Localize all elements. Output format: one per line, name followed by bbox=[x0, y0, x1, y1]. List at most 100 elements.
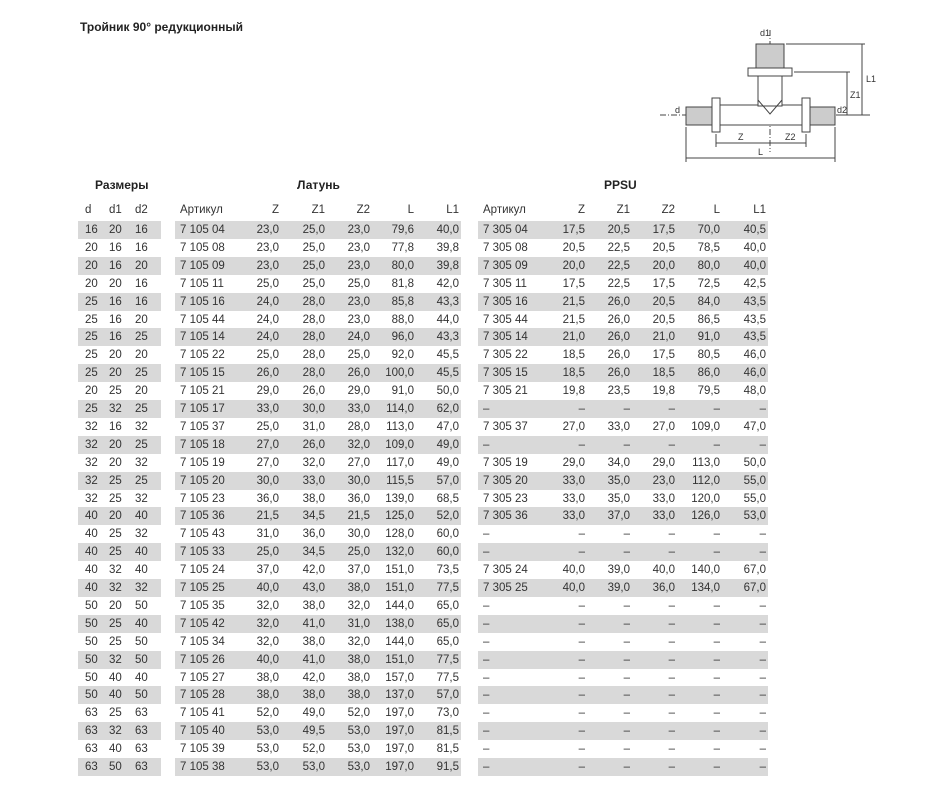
cell: 27,0 bbox=[562, 420, 585, 433]
cell: 7 105 11 bbox=[180, 277, 224, 290]
cell: – bbox=[578, 599, 585, 612]
cell: 25,0 bbox=[302, 277, 325, 290]
cell: 88,0 bbox=[391, 313, 414, 326]
cell: 32 bbox=[135, 420, 148, 433]
cell: 25,0 bbox=[302, 241, 325, 254]
cell: 23,0 bbox=[347, 241, 370, 254]
cell: 197,0 bbox=[385, 743, 414, 756]
cell: 25 bbox=[135, 331, 148, 344]
cell: – bbox=[759, 438, 766, 451]
table-row-ppsu: 7 305 15 18,5 26,0 18,5 86,0 46,0 bbox=[478, 364, 768, 383]
cell: 125,0 bbox=[385, 510, 414, 523]
cell: 120,0 bbox=[691, 492, 720, 505]
cell: 115,5 bbox=[386, 474, 414, 487]
cell: 7 305 16 bbox=[483, 295, 528, 308]
cell: 40 bbox=[135, 617, 148, 630]
cell: – bbox=[668, 761, 675, 773]
cell: – bbox=[668, 403, 675, 415]
cell: 22,5 bbox=[607, 277, 630, 290]
cell: 20 bbox=[109, 224, 122, 236]
table-row-brass: 7 105 22 25,0 28,0 25,0 92,0 45,5 bbox=[175, 346, 461, 364]
table-row-brass: 7 105 04 23,0 25,0 23,0 79,6 40,0 bbox=[175, 221, 461, 239]
cell: 36,0 bbox=[302, 528, 325, 541]
cell: 16 bbox=[135, 224, 148, 236]
cell: – bbox=[668, 689, 675, 702]
cell: 32 bbox=[109, 582, 122, 594]
cell: 109,0 bbox=[691, 420, 720, 433]
cell: 33,0 bbox=[562, 510, 585, 523]
cell: 23,0 bbox=[652, 474, 675, 487]
cell: 140,0 bbox=[691, 564, 720, 577]
table-row-brass: 7 105 09 23,0 25,0 23,0 80,0 39,8 bbox=[175, 256, 461, 275]
cell: 7 105 21 bbox=[180, 385, 225, 398]
cell: – bbox=[483, 671, 490, 684]
table-row-ppsu: – – – – – – bbox=[478, 722, 768, 741]
cell: – bbox=[713, 403, 720, 415]
cell: – bbox=[483, 403, 490, 415]
cell: 50 bbox=[135, 689, 148, 702]
cell: 29,0 bbox=[347, 385, 370, 398]
group-header-brass: Латунь bbox=[297, 178, 340, 192]
table-row-ppsu: 7 305 24 40,0 39,0 40,0 140,0 67,0 bbox=[478, 561, 768, 579]
table-row-ppsu: – – – – – – bbox=[478, 650, 768, 669]
cell: 38,0 bbox=[256, 671, 279, 684]
cell: 53,0 bbox=[347, 725, 370, 738]
cell: 25,0 bbox=[256, 349, 279, 362]
column-header-sizes: d d1 d2 bbox=[78, 201, 161, 219]
cell: 28,0 bbox=[302, 349, 325, 362]
cell: 81,8 bbox=[391, 277, 414, 290]
cell: 7 105 24 bbox=[180, 564, 225, 577]
cell: – bbox=[483, 599, 490, 612]
cell: d2 bbox=[135, 204, 148, 216]
cell: 138,0 bbox=[385, 617, 414, 630]
cell: 27,0 bbox=[347, 456, 370, 469]
cell: – bbox=[578, 546, 585, 559]
cell: 28,0 bbox=[302, 295, 325, 308]
cell: 37,0 bbox=[256, 564, 279, 577]
cell: – bbox=[483, 761, 490, 773]
cell: 20 bbox=[109, 599, 122, 612]
cell: 50 bbox=[135, 653, 148, 666]
cell: – bbox=[578, 707, 585, 720]
cell: 20 bbox=[85, 385, 98, 398]
cell: 41,0 bbox=[302, 653, 325, 666]
table-row-sizes: 32 25 32 bbox=[78, 490, 161, 508]
cell: 50,0 bbox=[743, 456, 766, 469]
cell: 7 305 11 bbox=[483, 277, 527, 290]
cell: 113,0 bbox=[692, 456, 720, 469]
cell: 18,5 bbox=[652, 367, 675, 380]
cell: 30,0 bbox=[256, 474, 279, 487]
cell: – bbox=[668, 707, 675, 720]
cell: 17,5 bbox=[562, 224, 585, 236]
table-row-ppsu: – – – – – – bbox=[478, 740, 768, 758]
cell: 77,8 bbox=[391, 241, 414, 254]
cell: 42,0 bbox=[302, 671, 325, 684]
table-row-brass: 7 105 44 24,0 28,0 23,0 88,0 44,0 bbox=[175, 311, 461, 329]
cell: 33,0 bbox=[652, 492, 675, 505]
cell: 25 bbox=[135, 367, 148, 380]
cell: 32,0 bbox=[256, 617, 279, 630]
table-row-ppsu: 7 305 22 18,5 26,0 17,5 80,5 46,0 bbox=[478, 346, 768, 364]
cell: 21,5 bbox=[562, 313, 585, 326]
cell: – bbox=[759, 528, 766, 541]
table-row-sizes: 25 16 20 bbox=[78, 311, 161, 329]
table-row-ppsu: 7 305 21 19,8 23,5 19,8 79,5 48,0 bbox=[478, 382, 768, 400]
table-row-brass: 7 105 24 37,0 42,0 37,0 151,0 73,5 bbox=[175, 561, 461, 579]
label-Z2: Z2 bbox=[785, 132, 796, 142]
cell: 24,0 bbox=[347, 331, 370, 344]
table-row-ppsu: – – – – – – bbox=[478, 597, 768, 615]
cell: 36,0 bbox=[652, 582, 675, 594]
cell: 20,5 bbox=[562, 241, 585, 254]
cell: – bbox=[483, 635, 490, 648]
cell: 41,0 bbox=[302, 617, 325, 630]
cell: 23,0 bbox=[256, 224, 279, 236]
cell: 20 bbox=[109, 277, 122, 290]
cell: 38,0 bbox=[347, 582, 370, 594]
cell: 151,0 bbox=[385, 582, 414, 594]
cell: 27,0 bbox=[256, 456, 279, 469]
table-row-brass: 7 105 39 53,0 52,0 53,0 197,0 81,5 bbox=[175, 740, 461, 758]
table-row-brass: 7 105 25 40,0 43,0 38,0 151,0 77,5 bbox=[175, 579, 461, 597]
cell: 17,5 bbox=[562, 277, 585, 290]
cell: 23,0 bbox=[347, 295, 370, 308]
cell: 39,8 bbox=[436, 241, 459, 254]
